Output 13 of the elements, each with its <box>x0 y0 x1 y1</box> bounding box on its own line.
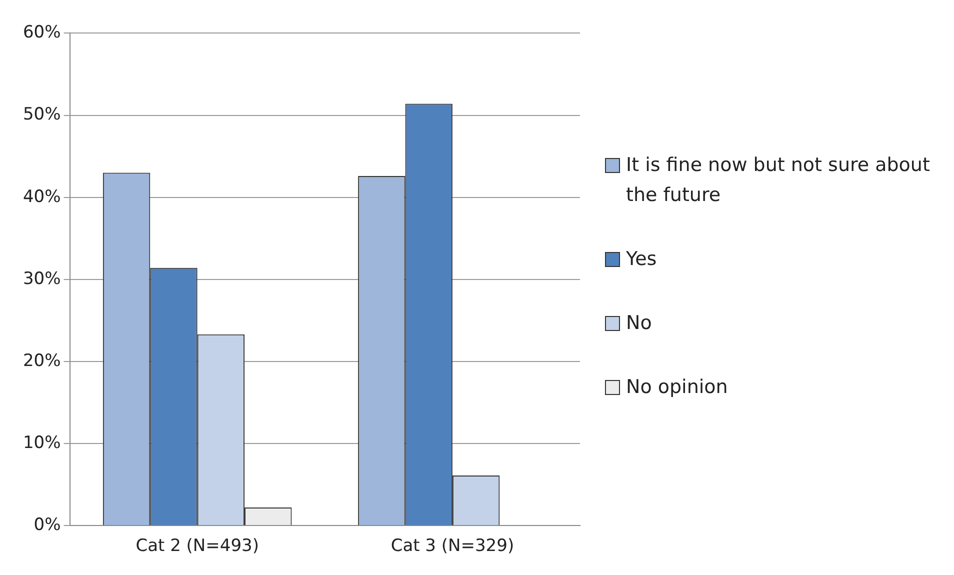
y-tick-label: 20% <box>22 350 61 371</box>
legend-label: No <box>626 311 652 336</box>
y-tick-label: 60% <box>22 22 61 43</box>
legend-label: Yes <box>626 247 657 272</box>
legend-label: No opinion <box>626 375 728 400</box>
y-tick-label: 10% <box>22 432 61 453</box>
x-tick-label: Cat 2 (N=493) <box>136 536 259 556</box>
x-tick-label: Cat 3 (N=329) <box>390 536 514 556</box>
y-tick-label: 30% <box>22 268 61 289</box>
legend-label: It is fine now but not sure about the future <box>626 153 931 208</box>
y-tick-label: 0% <box>34 515 61 536</box>
y-tick-label: 40% <box>22 186 61 207</box>
y-tick-label: 50% <box>22 104 61 125</box>
